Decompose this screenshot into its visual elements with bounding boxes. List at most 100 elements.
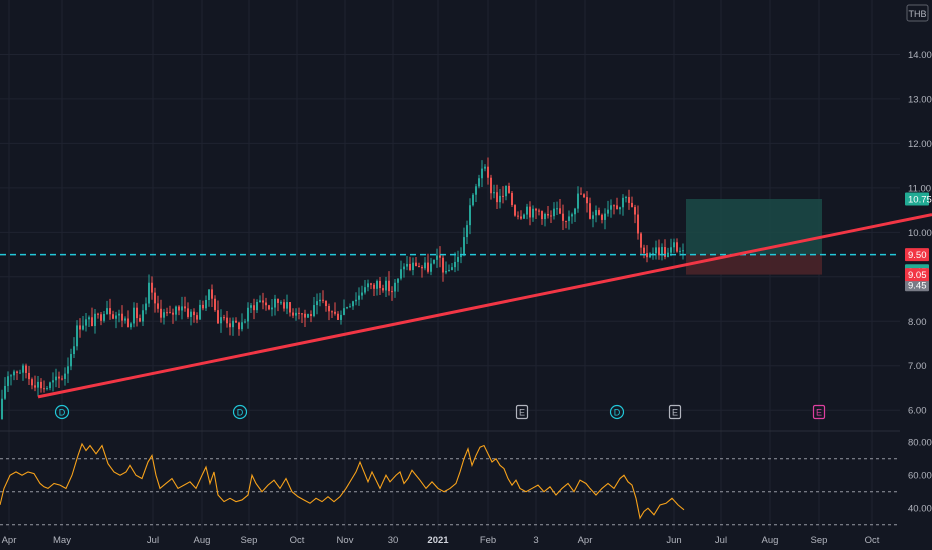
- candle-body: [679, 250, 681, 252]
- candle-body: [487, 166, 489, 178]
- stop-zone: [686, 254, 822, 275]
- price-label-text: 9.45: [908, 280, 927, 291]
- candle-body: [34, 385, 36, 388]
- candle-body: [304, 313, 306, 318]
- candle-body: [196, 315, 198, 320]
- candle-body: [226, 317, 228, 324]
- candle-body: [577, 193, 579, 209]
- candle-body: [28, 372, 30, 380]
- candle-body: [235, 320, 237, 323]
- price-tick-label: 8.00: [908, 317, 927, 328]
- currency-badge[interactable]: [906, 4, 929, 22]
- candle-body: [424, 262, 426, 269]
- position-zones[interactable]: [686, 198, 822, 275]
- target-zone: [686, 198, 822, 255]
- candle-body: [172, 312, 174, 315]
- candle-body: [394, 282, 396, 292]
- candle-body: [481, 168, 483, 179]
- candle-body: [40, 381, 42, 389]
- candle-body: [388, 280, 390, 292]
- candle-body: [385, 280, 387, 291]
- candle-body: [631, 202, 633, 208]
- price-tick-label: 7.00: [908, 361, 927, 372]
- candle-body: [604, 213, 606, 220]
- price-tick-label: 14.00: [908, 50, 932, 61]
- candle-body: [355, 299, 357, 302]
- rsi-pane: [0, 442, 900, 526]
- candle-body: [49, 382, 51, 389]
- candle-body: [433, 259, 435, 264]
- candle-body: [265, 302, 267, 306]
- time-axis[interactable]: Apr May Jul Aug Sep Oct Nov 30 2021 Feb 3 Apr Jun Jul…: [2, 535, 880, 546]
- candle-body: [52, 380, 54, 383]
- candle-body: [1, 398, 3, 420]
- candle-body: [181, 306, 183, 311]
- time-tick-label: Nov: [337, 535, 354, 546]
- candle-body: [664, 247, 666, 257]
- candle-body: [379, 280, 381, 289]
- candle-body: [469, 205, 471, 226]
- price-tick-label: 13.00: [908, 94, 932, 105]
- candle-body: [307, 314, 309, 318]
- candle-body: [352, 301, 354, 307]
- price-label-box: [905, 248, 929, 262]
- candle-body: [322, 299, 324, 301]
- candle-body: [376, 280, 378, 289]
- price-tick-label: 6.00: [908, 406, 927, 417]
- time-tick-label: Aug: [762, 535, 779, 546]
- candle-body: [88, 317, 90, 320]
- candle-body: [214, 298, 216, 311]
- candle-body: [484, 166, 486, 169]
- candle-body: [502, 195, 504, 197]
- candle-body: [643, 247, 645, 254]
- trendline[interactable]: [37, 213, 932, 399]
- candle-body: [76, 325, 78, 347]
- candle-body: [610, 205, 612, 210]
- candle-body: [457, 257, 459, 262]
- time-tick-label: 3: [533, 535, 538, 546]
- candle-body: [541, 211, 543, 220]
- candle-body: [592, 215, 594, 219]
- candle-body: [556, 208, 558, 210]
- candle-body: [289, 302, 291, 313]
- candle-body: [583, 194, 585, 198]
- candle-body: [199, 304, 201, 320]
- candle-body: [472, 194, 474, 206]
- price-tick-label: 11.00: [908, 183, 931, 194]
- candle-body: [331, 311, 333, 313]
- drawing-lines[interactable]: [0, 213, 932, 399]
- candle-body: [61, 378, 63, 380]
- candle-body: [262, 300, 264, 303]
- candle-body: [16, 371, 18, 373]
- candle-body: [640, 233, 642, 248]
- candle-body: [658, 247, 660, 256]
- candle-body: [115, 315, 117, 319]
- candle-body: [676, 242, 678, 252]
- candle-body: [661, 247, 663, 256]
- candle-body: [562, 213, 564, 221]
- candle-body: [301, 313, 303, 315]
- candle-body: [175, 306, 177, 315]
- candle-body: [448, 269, 450, 272]
- candle-body: [25, 365, 27, 373]
- candle-body: [127, 318, 129, 328]
- candle-body: [349, 306, 351, 308]
- candle-body: [580, 193, 582, 195]
- candle-body: [124, 318, 126, 321]
- candle-body: [619, 207, 621, 210]
- candle-body: [259, 300, 261, 303]
- candle-body: [475, 186, 477, 195]
- candle-body: [436, 255, 438, 260]
- candle-body: [601, 214, 603, 220]
- candle-body: [163, 312, 165, 318]
- rsi-line: [0, 442, 685, 520]
- candle-body: [511, 192, 513, 206]
- rsi-tick-label: 60.00: [908, 471, 932, 482]
- candle-body: [628, 197, 630, 203]
- candle-body: [460, 255, 462, 258]
- candle-body: [238, 322, 240, 330]
- candle-body: [142, 310, 144, 322]
- candle-body: [67, 366, 69, 374]
